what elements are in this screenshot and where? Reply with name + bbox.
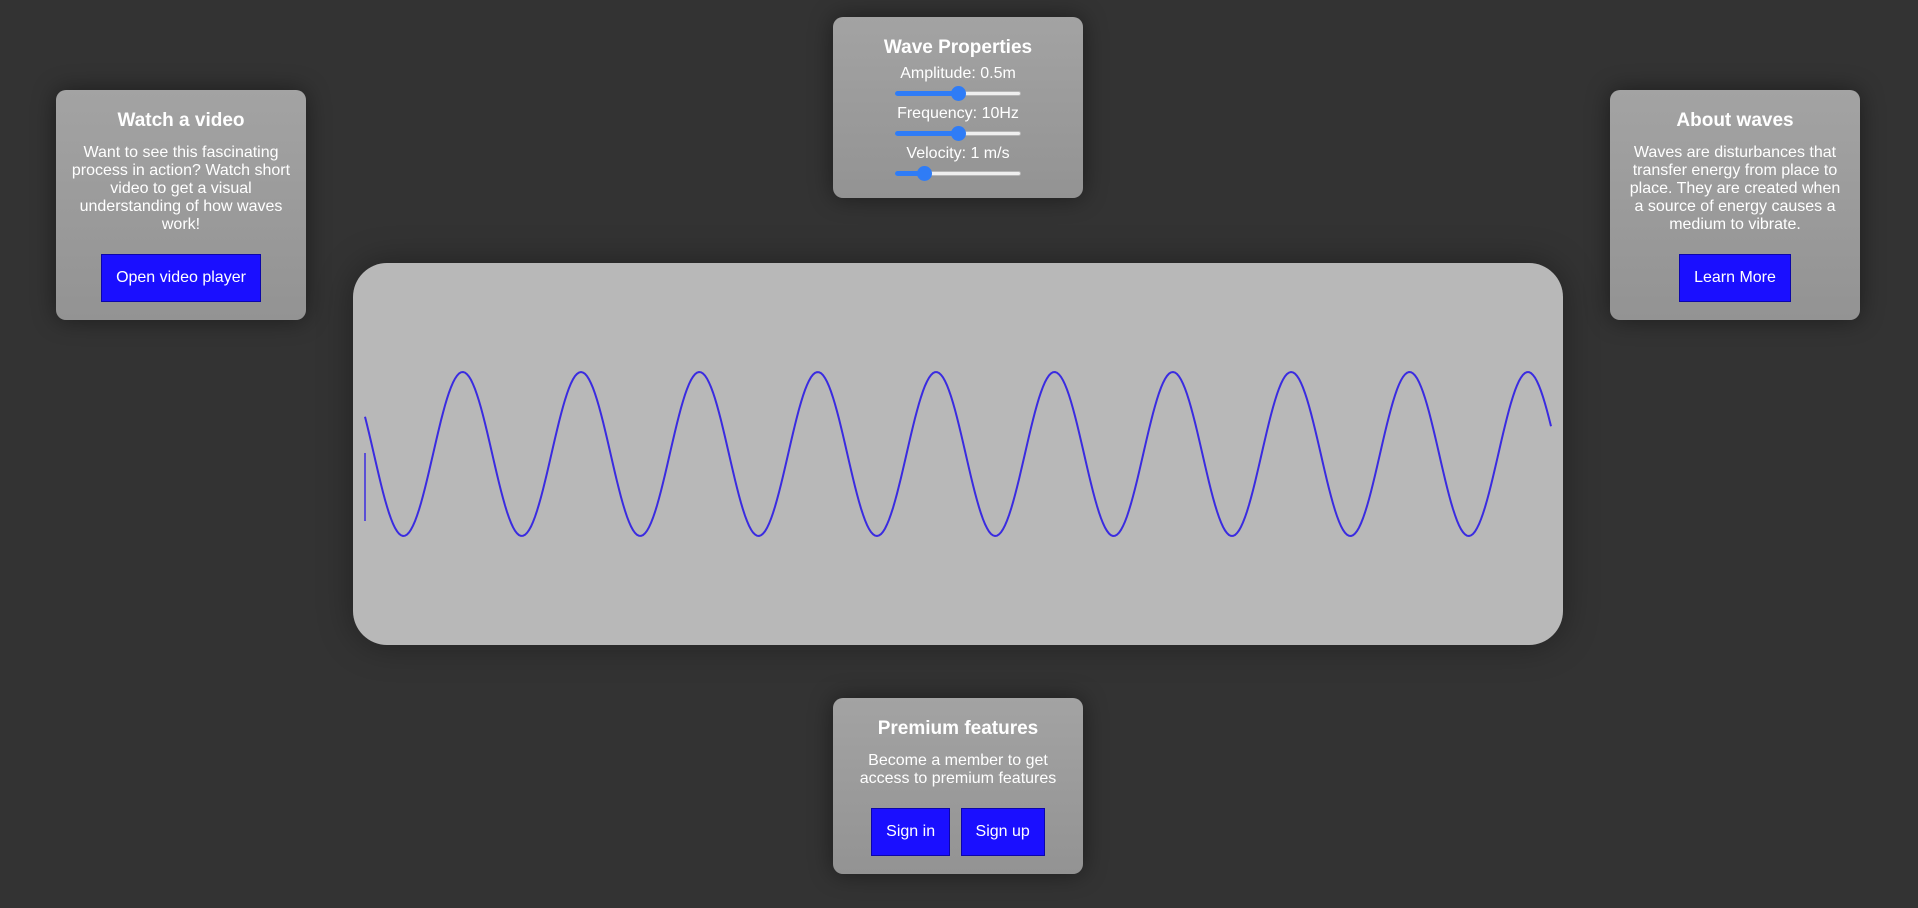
watch-video-description: Want to see this fascinating process in … xyxy=(71,144,291,233)
open-video-player-button[interactable]: Open video player xyxy=(101,254,261,302)
sign-in-button[interactable]: Sign in xyxy=(871,808,951,856)
velocity-slider-thumb[interactable] xyxy=(917,166,933,181)
wave-canvas xyxy=(353,263,1563,645)
amplitude-label: Amplitude: 0.5m xyxy=(900,65,1016,82)
velocity-slider-fill xyxy=(895,171,925,176)
watch-video-card: Watch a video Want to see this fascinati… xyxy=(56,90,306,320)
about-waves-card: About waves Waves are disturbances that … xyxy=(1610,90,1860,320)
amplitude-slider[interactable] xyxy=(895,85,1021,101)
premium-features-title: Premium features xyxy=(877,718,1039,739)
watch-video-title: Watch a video xyxy=(117,110,245,131)
amplitude-slider-fill xyxy=(895,91,958,96)
sign-up-button[interactable]: Sign up xyxy=(960,808,1045,856)
wave-properties-panel: Wave Properties Amplitude: 0.5m Frequenc… xyxy=(833,17,1083,198)
wave-graphic xyxy=(364,370,1552,538)
about-waves-title: About waves xyxy=(1676,110,1794,131)
premium-features-description: Become a member to get access to premium… xyxy=(859,752,1057,787)
frequency-label: Frequency: 10Hz xyxy=(897,105,1019,122)
premium-buttons: Sign in Sign up xyxy=(847,808,1069,856)
velocity-label: Velocity: 1 m/s xyxy=(906,145,1010,162)
premium-features-card: Premium features Become a member to get … xyxy=(833,698,1083,874)
wave-line xyxy=(364,370,1552,538)
frequency-slider[interactable] xyxy=(895,125,1021,141)
about-waves-description: Waves are disturbances that transfer ene… xyxy=(1629,144,1841,233)
amplitude-slider-thumb[interactable] xyxy=(951,86,966,101)
velocity-slider[interactable] xyxy=(895,165,1021,181)
learn-more-button[interactable]: Learn More xyxy=(1679,254,1791,302)
frequency-slider-fill xyxy=(895,131,958,136)
frequency-slider-thumb[interactable] xyxy=(951,126,966,141)
wave-properties-title: Wave Properties xyxy=(883,37,1033,58)
